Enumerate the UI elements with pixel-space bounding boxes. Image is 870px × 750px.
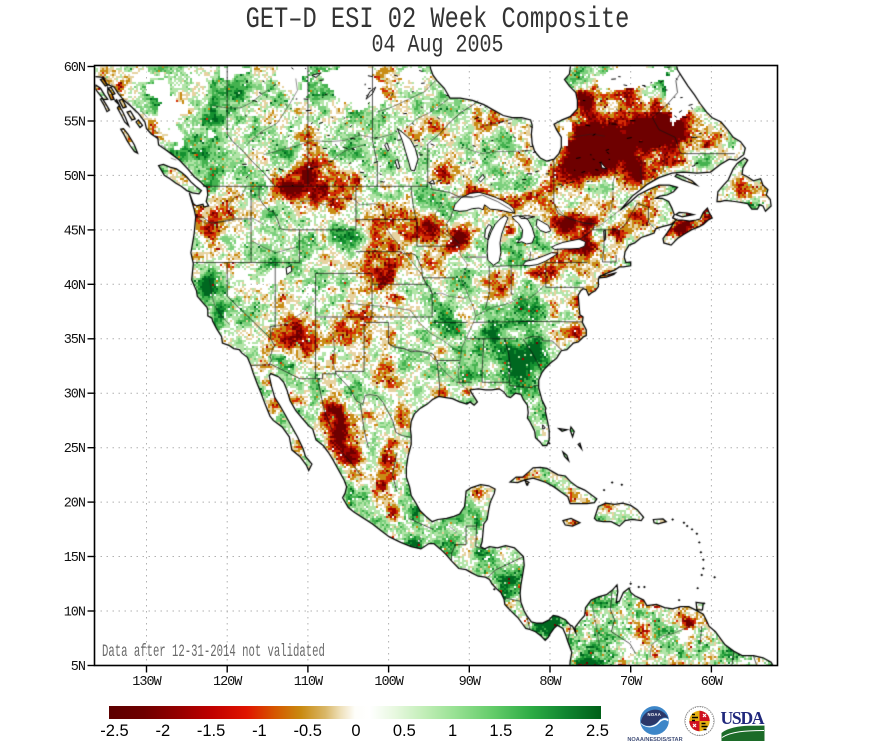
svg-text:100W: 100W bbox=[374, 675, 404, 690]
svg-text:NOAA/NESDIS/STAR: NOAA/NESDIS/STAR bbox=[627, 737, 682, 743]
svg-text:GET–D ESI 02 Week Composite: GET–D ESI 02 Week Composite bbox=[246, 3, 630, 37]
svg-text:Data after 12-31-2014 not vali: Data after 12-31-2014 not validated bbox=[102, 643, 325, 662]
svg-text:50N: 50N bbox=[64, 170, 86, 185]
svg-text:40N: 40N bbox=[64, 279, 86, 294]
svg-text:NOAA: NOAA bbox=[648, 712, 662, 717]
svg-text:2: 2 bbox=[545, 722, 554, 740]
svg-text:0: 0 bbox=[351, 722, 360, 740]
svg-text:-2: -2 bbox=[155, 722, 170, 740]
svg-text:60N: 60N bbox=[64, 61, 86, 76]
svg-text:60W: 60W bbox=[701, 675, 724, 690]
svg-text:10N: 10N bbox=[64, 606, 86, 621]
svg-text:110W: 110W bbox=[294, 675, 324, 690]
svg-text:0.5: 0.5 bbox=[393, 722, 416, 740]
svg-text:130W: 130W bbox=[132, 675, 162, 690]
svg-text:-2.5: -2.5 bbox=[100, 722, 128, 740]
svg-text:20N: 20N bbox=[64, 497, 86, 512]
svg-text:-1.5: -1.5 bbox=[197, 722, 225, 740]
svg-text:70W: 70W bbox=[620, 675, 643, 690]
svg-text:1.5: 1.5 bbox=[489, 722, 512, 740]
svg-text:1: 1 bbox=[448, 722, 457, 740]
svg-text:-1: -1 bbox=[252, 722, 267, 740]
svg-text:120W: 120W bbox=[213, 675, 243, 690]
svg-text:-0.5: -0.5 bbox=[293, 722, 321, 740]
svg-text:04 Aug 2005: 04 Aug 2005 bbox=[372, 31, 504, 60]
svg-text:45N: 45N bbox=[64, 224, 86, 239]
svg-text:55N: 55N bbox=[64, 116, 86, 131]
svg-text:80W: 80W bbox=[539, 675, 562, 690]
svg-text:90W: 90W bbox=[459, 675, 482, 690]
svg-text:15N: 15N bbox=[64, 551, 86, 566]
svg-text:2.5: 2.5 bbox=[586, 722, 609, 740]
svg-text:30N: 30N bbox=[64, 388, 86, 403]
svg-text:35N: 35N bbox=[64, 333, 86, 348]
svg-text:5N: 5N bbox=[71, 660, 86, 675]
svg-text:USDA: USDA bbox=[721, 708, 765, 728]
svg-text:25N: 25N bbox=[64, 442, 86, 457]
